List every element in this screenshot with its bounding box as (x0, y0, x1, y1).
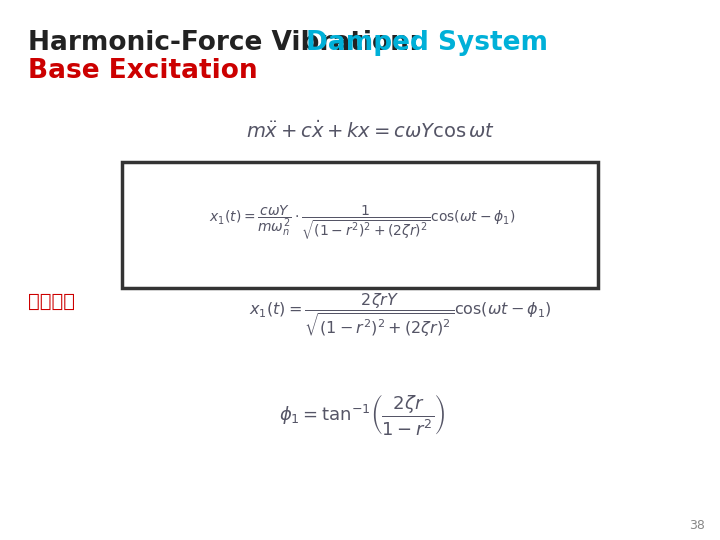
Text: Damped System: Damped System (306, 30, 548, 56)
Text: Harmonic-Force Vibration:: Harmonic-Force Vibration: (28, 30, 420, 56)
FancyBboxPatch shape (122, 162, 598, 288)
Text: หรือ: หรือ (28, 292, 75, 311)
Text: $x_1(t)=\dfrac{c\omega Y}{m\omega_n^2}\cdot\dfrac{1}{\sqrt{\left(1-r^2\right)^2+: $x_1(t)=\dfrac{c\omega Y}{m\omega_n^2}\c… (209, 204, 516, 242)
Text: Base Excitation: Base Excitation (28, 58, 258, 84)
Text: $m\ddot{x}+c\dot{x}+kx=c\omega Y\cos\omega t$: $m\ddot{x}+c\dot{x}+kx=c\omega Y\cos\ome… (246, 120, 495, 141)
Text: $x_1(t)=\dfrac{2\zeta r Y}{\sqrt{\left(1-r^2\right)^2+\left(2\zeta r\right)^2}}\: $x_1(t)=\dfrac{2\zeta r Y}{\sqrt{\left(1… (248, 292, 552, 340)
Text: $\phi_1=\tan^{-1}\!\left(\dfrac{2\zeta r}{1-r^2}\right)$: $\phi_1=\tan^{-1}\!\left(\dfrac{2\zeta r… (279, 392, 445, 437)
Text: 38: 38 (689, 519, 705, 532)
